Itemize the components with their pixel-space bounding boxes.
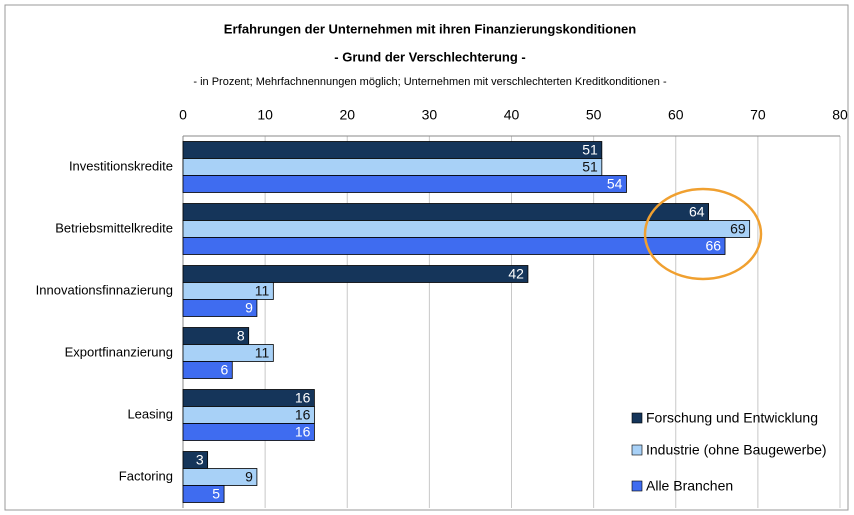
bar xyxy=(182,158,603,176)
data-label: 11 xyxy=(255,345,270,361)
data-label: 16 xyxy=(295,407,311,423)
data-label: 3 xyxy=(196,452,204,468)
data-label: 9 xyxy=(245,300,253,316)
y-tick-label: Leasing xyxy=(127,406,173,421)
frame xyxy=(4,4,849,511)
bar xyxy=(182,485,225,503)
data-label: 51 xyxy=(582,159,598,175)
x-tick-label: 50 xyxy=(586,107,602,123)
data-label: 8 xyxy=(237,328,245,344)
legend-swatch xyxy=(631,444,643,456)
x-tick-label: 0 xyxy=(179,107,187,123)
data-label: 69 xyxy=(730,221,746,237)
bar xyxy=(182,141,603,159)
bar xyxy=(182,175,627,193)
bar xyxy=(182,237,726,255)
data-label: 66 xyxy=(705,238,721,254)
data-label: 11 xyxy=(255,283,270,299)
highlight-ellipse xyxy=(643,187,763,281)
bar xyxy=(182,299,258,317)
y-tick-label: Factoring xyxy=(119,468,173,483)
data-label: 9 xyxy=(245,469,253,485)
legend-label: Alle Branchen xyxy=(646,478,733,494)
data-label: 64 xyxy=(689,204,705,220)
y-tick-label: Exportfinanzierung xyxy=(65,344,173,359)
bar xyxy=(182,361,233,379)
legend-label: Forschung und Entwicklung xyxy=(646,410,818,426)
data-label: 5 xyxy=(212,486,220,502)
x-tick-label: 80 xyxy=(832,107,848,123)
legend-swatch xyxy=(631,412,643,424)
data-label: 51 xyxy=(582,142,598,158)
bar xyxy=(182,423,315,441)
chart-subtitle: - Grund der Verschlechterung - xyxy=(334,49,525,64)
chart-title: Erfahrungen der Unternehmen mit ihren Fi… xyxy=(224,21,636,36)
legend-swatch xyxy=(631,480,643,492)
data-label: 54 xyxy=(607,176,623,192)
data-label: 42 xyxy=(508,266,524,282)
x-tick-label: 60 xyxy=(668,107,684,123)
bar xyxy=(182,203,709,221)
y-tick-label: Innovationsfinnazierung xyxy=(36,282,173,297)
bar xyxy=(182,220,751,238)
x-tick-label: 70 xyxy=(750,107,766,123)
data-label: 16 xyxy=(295,390,311,406)
x-tick-label: 10 xyxy=(257,107,273,123)
y-tick-label: Investitionskredite xyxy=(69,158,173,173)
data-label: 6 xyxy=(220,362,228,378)
chart-note: - in Prozent; Mehrfachnennungen möglich;… xyxy=(193,76,667,88)
x-tick-label: 20 xyxy=(339,107,355,123)
y-tick-label: Betriebsmittelkredite xyxy=(55,220,173,235)
bar xyxy=(182,265,529,283)
x-tick-label: 40 xyxy=(504,107,520,123)
data-label: 16 xyxy=(295,424,311,440)
legend-label: Industrie (ohne Baugewerbe) xyxy=(646,442,827,458)
x-tick-label: 30 xyxy=(422,107,438,123)
